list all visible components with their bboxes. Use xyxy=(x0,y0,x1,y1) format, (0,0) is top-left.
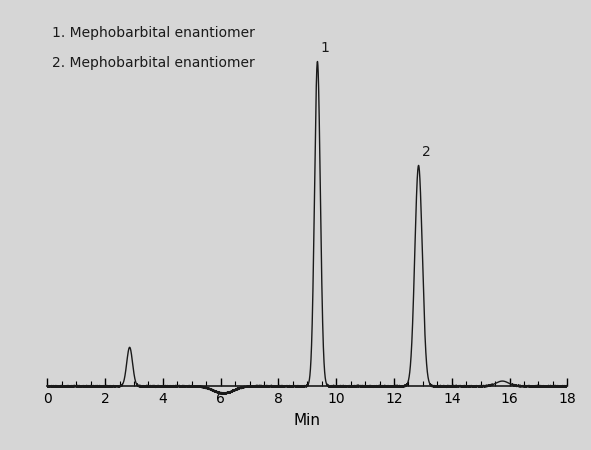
Text: 1. Mephobarbital enantiomer: 1. Mephobarbital enantiomer xyxy=(53,26,255,40)
Text: 2: 2 xyxy=(422,145,431,159)
Text: 1: 1 xyxy=(320,41,329,55)
X-axis label: Min: Min xyxy=(294,413,321,428)
Text: 2. Mephobarbital enantiomer: 2. Mephobarbital enantiomer xyxy=(53,56,255,70)
